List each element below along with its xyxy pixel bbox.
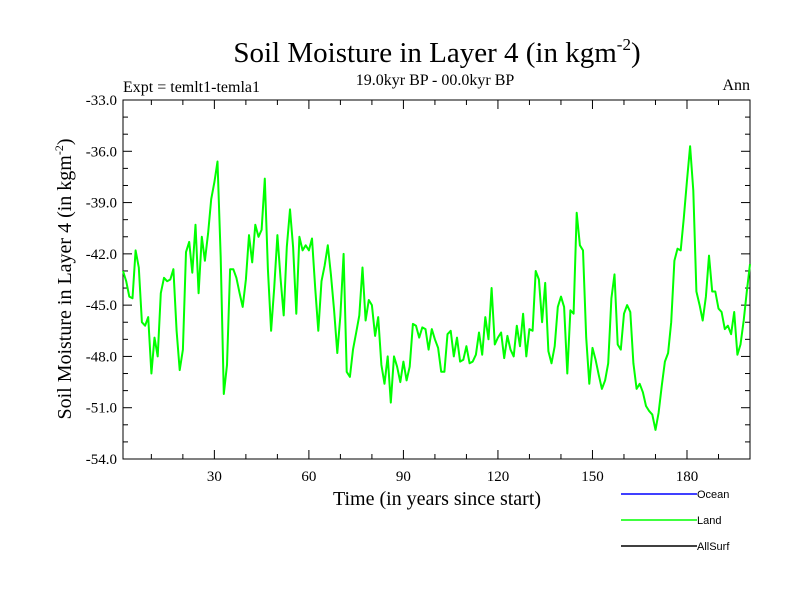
x-tick-label: 30 xyxy=(207,469,222,485)
y-tick-label: -39.0 xyxy=(86,196,117,212)
y-tick-label: -54.0 xyxy=(86,452,117,468)
y-tick-label: -45.0 xyxy=(86,298,117,314)
y-axis-label: Soil Moisture in Layer 4 (in kgm-2) xyxy=(52,138,76,419)
y-tick-label: -48.0 xyxy=(86,349,117,365)
chart-title: Soil Moisture in Layer 4 (in kgm-2) xyxy=(233,35,640,69)
period-label: 19.0kyr BP - 00.0kyr BP xyxy=(356,72,515,89)
y-tick-label: -33.0 xyxy=(86,93,117,109)
y-tick-label: -51.0 xyxy=(86,401,117,417)
experiment-label: Expt = temlt1-temla1 xyxy=(123,79,260,96)
legend-label-ocean: Ocean xyxy=(697,489,729,501)
x-tick-label: 120 xyxy=(487,469,510,485)
x-axis-label: Time (in years since start) xyxy=(333,488,541,510)
x-tick-label: 150 xyxy=(581,469,604,485)
y-tick-label: -36.0 xyxy=(86,144,117,160)
series-line-land xyxy=(122,145,751,431)
series-lines xyxy=(122,145,751,431)
x-tick-label: 180 xyxy=(676,469,699,485)
legend-label-allsurf: AllSurf xyxy=(697,541,730,553)
axis-ticks: -54.0 -51.0 -48.0 -45.0 -42.0 -39.0 -36.0 -33.0… xyxy=(86,93,750,485)
legend-label-land: Land xyxy=(697,515,721,527)
plot-frame xyxy=(122,99,751,460)
season-label: Ann xyxy=(722,77,750,94)
y-tick-label: -42.0 xyxy=(86,247,117,263)
x-tick-label: 90 xyxy=(396,469,411,485)
x-tick-label: 60 xyxy=(301,469,316,485)
legend: Ocean Land AllSurf xyxy=(621,489,730,553)
